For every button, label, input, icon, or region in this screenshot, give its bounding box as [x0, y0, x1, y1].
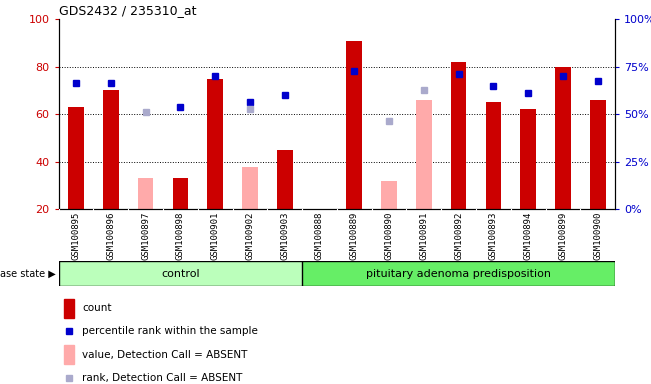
Bar	[173, 179, 188, 209]
Text: GSM100888: GSM100888	[315, 212, 324, 260]
Bar	[103, 91, 118, 209]
Text: GSM100893: GSM100893	[489, 212, 498, 260]
Text: disease state ▶: disease state ▶	[0, 268, 55, 279]
Text: GSM100901: GSM100901	[211, 212, 219, 260]
Bar	[486, 103, 501, 209]
Text: GSM100892: GSM100892	[454, 212, 463, 260]
Text: GSM100896: GSM100896	[106, 212, 115, 260]
Text: GSM100900: GSM100900	[593, 212, 602, 260]
Text: value, Detection Call = ABSENT: value, Detection Call = ABSENT	[82, 349, 247, 359]
Bar	[64, 299, 74, 318]
Bar	[555, 67, 571, 209]
Bar	[138, 179, 154, 209]
Bar	[242, 167, 258, 209]
Bar	[451, 62, 467, 209]
Text: GSM100903: GSM100903	[280, 212, 289, 260]
Text: count: count	[82, 303, 111, 313]
Bar	[64, 345, 74, 364]
Text: pituitary adenoma predisposition: pituitary adenoma predisposition	[366, 268, 551, 279]
Bar	[590, 100, 605, 209]
Bar	[68, 107, 84, 209]
Bar	[520, 109, 536, 209]
Text: GSM100889: GSM100889	[350, 212, 359, 260]
Bar	[277, 150, 292, 209]
Text: GSM100890: GSM100890	[385, 212, 394, 260]
Text: GDS2432 / 235310_at: GDS2432 / 235310_at	[59, 3, 196, 17]
Text: GSM100894: GSM100894	[523, 212, 533, 260]
Text: GSM100891: GSM100891	[419, 212, 428, 260]
Bar	[381, 181, 397, 209]
Bar	[59, 261, 302, 286]
Text: GSM100895: GSM100895	[72, 212, 81, 260]
Text: percentile rank within the sample: percentile rank within the sample	[82, 326, 258, 336]
Text: rank, Detection Call = ABSENT: rank, Detection Call = ABSENT	[82, 372, 242, 382]
Text: GSM100902: GSM100902	[245, 212, 255, 260]
Bar	[416, 100, 432, 209]
Text: GSM100899: GSM100899	[559, 212, 568, 260]
Bar	[302, 261, 615, 286]
Text: GSM100898: GSM100898	[176, 212, 185, 260]
Bar	[207, 79, 223, 209]
Text: GSM100897: GSM100897	[141, 212, 150, 260]
Text: control: control	[161, 268, 200, 279]
Bar	[346, 41, 362, 209]
